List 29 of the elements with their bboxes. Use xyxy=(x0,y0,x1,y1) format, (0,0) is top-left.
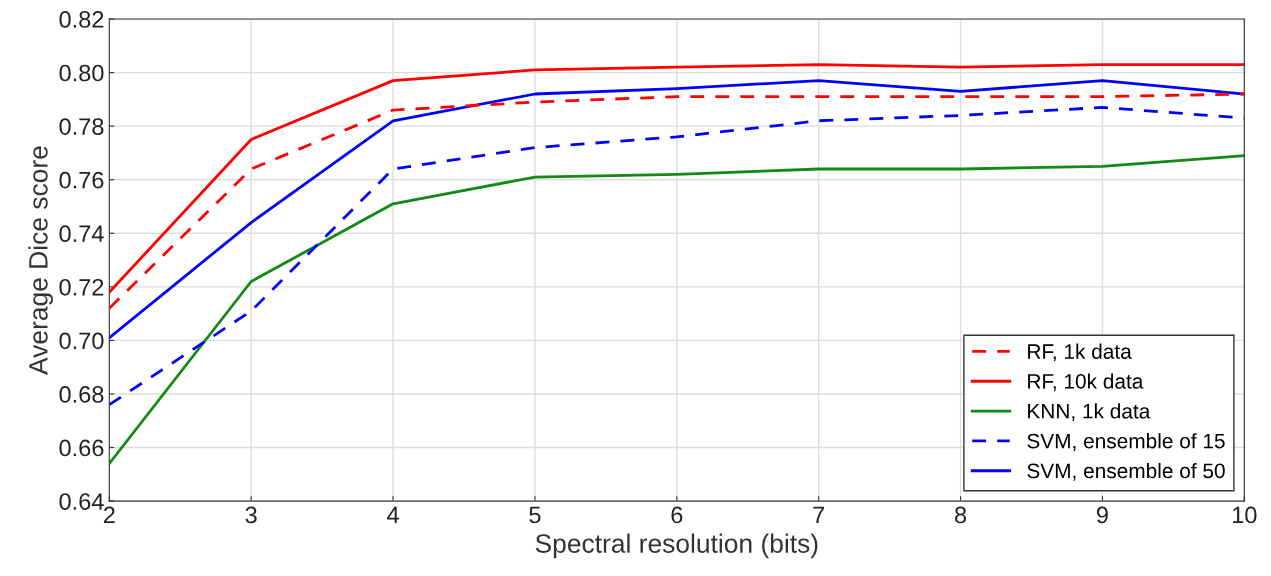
legend-label: SVM, ensemble of 15 xyxy=(1027,433,1225,451)
x-tick-label: 10 xyxy=(1232,506,1257,524)
y-tick-label: 0.80 xyxy=(59,64,104,82)
y-tick-label: 0.70 xyxy=(59,332,104,350)
y-tick-label: 0.74 xyxy=(59,225,104,243)
x-axis-title: Spectral resolution (bits) xyxy=(535,533,818,559)
x-tick-label: 5 xyxy=(529,506,541,524)
line-series xyxy=(109,79,1245,340)
x-tick-label: 2 xyxy=(103,506,115,524)
y-tick-label: 0.82 xyxy=(59,11,104,28)
y-tick-label: 0.64 xyxy=(59,493,104,510)
x-tick-label: 9 xyxy=(1096,506,1108,524)
x-tick-label: 7 xyxy=(813,506,825,524)
x-tick-label: 4 xyxy=(387,506,399,524)
legend-label: SVM, ensemble of 50 xyxy=(1027,462,1225,481)
y-tick-label: 0.78 xyxy=(59,118,104,135)
line-series xyxy=(109,63,1245,294)
y-tick-label: 0.68 xyxy=(59,386,104,403)
line-series xyxy=(109,92,1245,310)
legend-label: RF, 10k data xyxy=(1028,373,1144,392)
x-tick-label: 3 xyxy=(245,506,257,524)
y-tick-label: 0.76 xyxy=(59,171,104,189)
legend-label: RF, 1k data xyxy=(1028,343,1132,362)
x-tick-label: 8 xyxy=(955,506,967,524)
y-tick-label: 0.66 xyxy=(59,439,104,457)
x-tick-label: 6 xyxy=(671,506,683,524)
y-axis-title: Average Dice score xyxy=(28,146,53,375)
legend-label: KNN, 1k data xyxy=(1028,403,1151,422)
y-tick-label: 0.72 xyxy=(59,278,104,296)
